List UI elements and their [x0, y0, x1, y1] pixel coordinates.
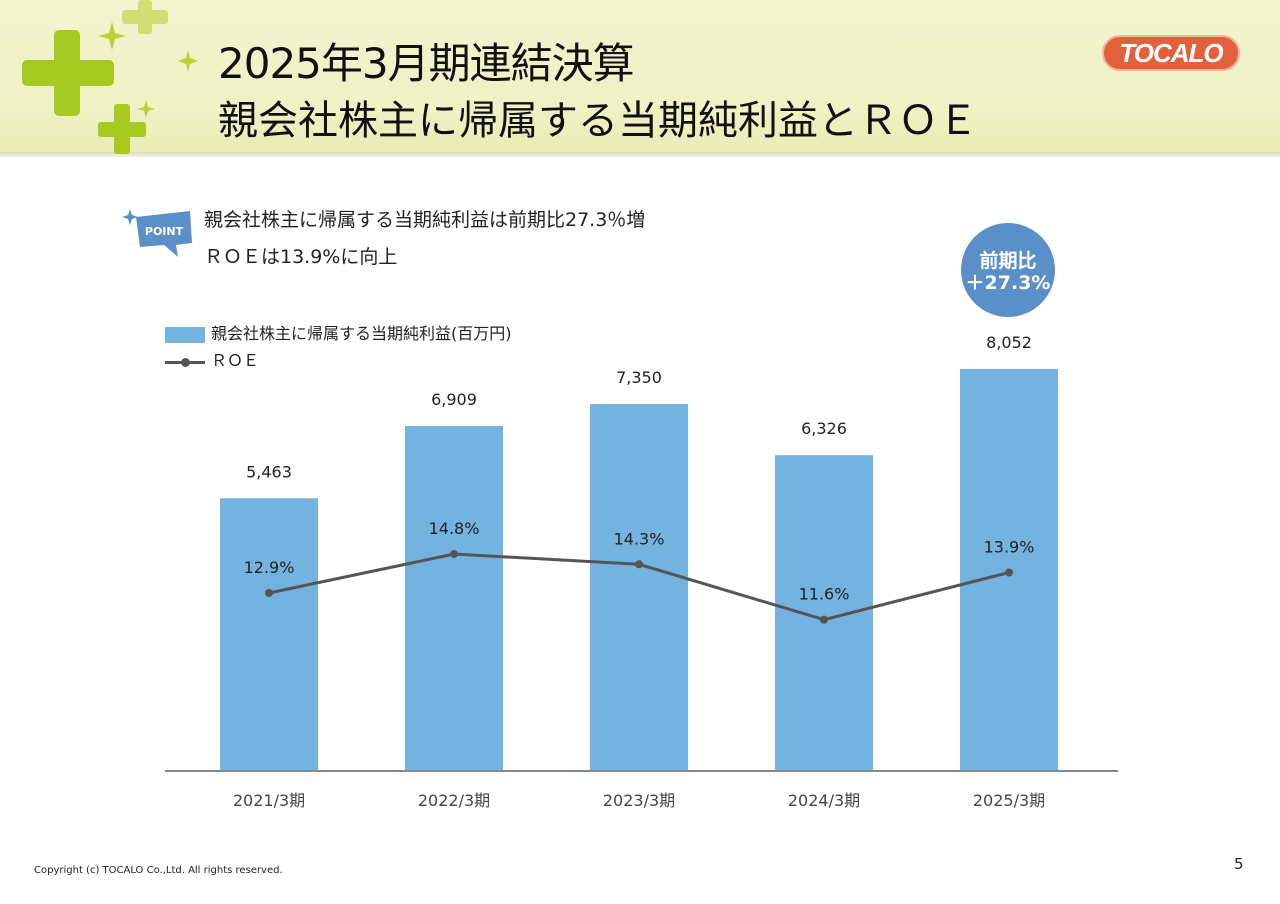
x-tick-label: 2025/3期	[973, 791, 1045, 810]
roe-value-label: 11.6%	[799, 585, 850, 604]
company-logo: TOCALO	[1102, 35, 1240, 71]
point-badge-label: POINT	[145, 225, 184, 238]
roe-value-label: 12.9%	[244, 558, 295, 577]
legend-label-net-income: 親会社株主に帰属する当期純利益(百万円)	[211, 324, 512, 343]
yoy-callout-label: 前期比	[979, 250, 1037, 272]
legend-line-swatch	[165, 354, 205, 370]
roe-value-label: 14.8%	[429, 519, 480, 538]
header-divider	[0, 152, 1280, 157]
roe-point	[265, 589, 273, 597]
x-tick-label: 2024/3期	[788, 791, 860, 810]
roe-point	[820, 615, 828, 624]
bar-value-label: 7,350	[616, 368, 662, 387]
page-number: 5	[1234, 855, 1244, 873]
roe-point	[635, 560, 643, 569]
point-text-line2: ＲＯＥは13.9%に向上	[204, 246, 398, 268]
bar-value-label: 6,909	[431, 390, 477, 409]
bar-net-income	[775, 455, 873, 771]
yoy-callout-value: ＋27.3%	[965, 272, 1051, 294]
bar-net-income	[590, 404, 688, 771]
roe-point	[450, 550, 458, 559]
x-tick-label: 2023/3期	[603, 791, 675, 810]
bar-value-label: 6,326	[801, 419, 847, 438]
roe-value-label: 13.9%	[984, 538, 1035, 557]
x-tick-label: 2022/3期	[418, 791, 490, 810]
yoy-callout: 前期比 ＋27.3%	[961, 223, 1055, 317]
slide-title-line1: 2025年3月期連結決算	[218, 39, 635, 88]
legend-label-roe: ＲＯＥ	[211, 351, 260, 370]
legend-bar-swatch	[165, 326, 205, 343]
x-tick-label: 2021/3期	[233, 791, 305, 810]
copyright-text: Copyright (c) TOCALO Co.,Ltd. All rights…	[34, 865, 283, 876]
point-badge-icon: POINT	[122, 209, 192, 257]
bar-value-label: 8,052	[986, 333, 1032, 352]
slide-title-line2: 親会社株主に帰属する当期純利益とＲＯＥ	[218, 98, 978, 144]
bar-value-label: 5,463	[246, 462, 292, 481]
point-badge: POINT	[120, 205, 200, 264]
bar-net-income	[405, 426, 503, 771]
header-band	[0, 0, 1280, 156]
point-text-line1: 親会社株主に帰属する当期純利益は前期比27.3％増	[204, 209, 646, 231]
legend-item-roe: ＲＯＥ	[165, 347, 259, 371]
legend-item-net-income: 親会社株主に帰属する当期純利益(百万円)	[165, 320, 512, 344]
roe-value-label: 14.3%	[614, 529, 665, 548]
sparkle-decoration-icon	[22, 0, 198, 154]
roe-point	[1005, 568, 1013, 577]
bar-net-income	[220, 498, 318, 771]
